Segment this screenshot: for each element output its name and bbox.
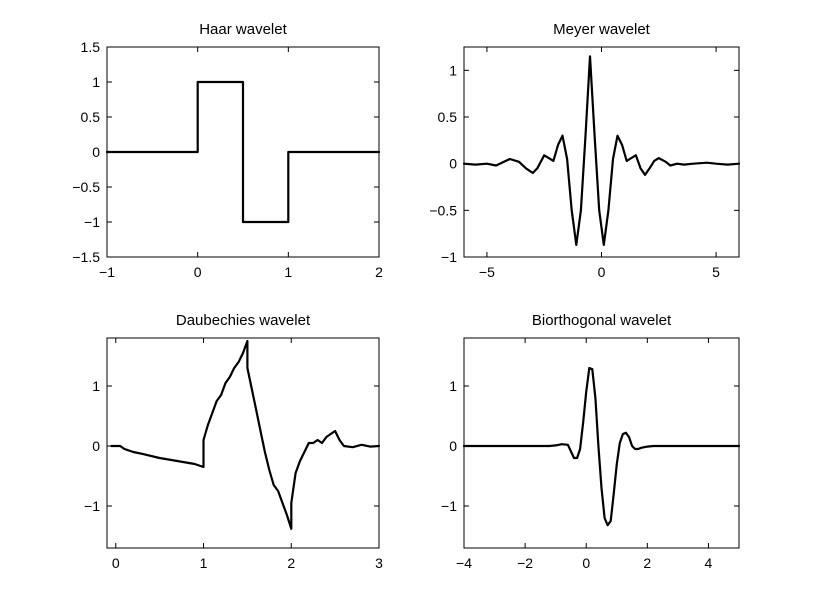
daubechies-ytick-label: 1 (92, 378, 100, 394)
meyer-title: Meyer wavelet (553, 21, 651, 38)
biorthogonal-axes-box (463, 337, 740, 549)
haar-ytick-label: −1 (84, 214, 100, 230)
biorthogonal-xtick-label: 4 (705, 555, 713, 571)
haar-panel: Haar wavelet−1 0 1 21.510.50−0.5−1−1.5 (72, 21, 383, 280)
haar-ytick-label: −1.5 (72, 249, 100, 265)
meyer-ytick-label: 0.5 (438, 109, 458, 125)
haar-xtick-label: −1 (99, 264, 115, 280)
haar-xtick-label: 1 (284, 264, 292, 280)
haar-xtick-label: 0 (194, 264, 202, 280)
daubechies-title: Daubechies wavelet (176, 312, 311, 329)
daubechies-xtick-label: 2 (287, 555, 295, 571)
daubechies-axes-box (106, 337, 380, 549)
haar-ytick-label: 1.5 (81, 39, 101, 55)
biorthogonal-xtick-label: 0 (582, 555, 590, 571)
meyer-wavelet-line (462, 55, 741, 246)
daubechies-wavelet-line (110, 339, 381, 530)
haar-xtick-label: 2 (375, 264, 383, 280)
biorthogonal-ytick-label: −1 (441, 498, 457, 514)
haar-ytick-label: 0.5 (81, 109, 101, 125)
daubechies-xtick-label: 3 (375, 555, 383, 571)
daubechies-panel: Daubechies wavelet 0 1 2 3 1 0 −1 (84, 312, 383, 571)
daubechies-xtick-label: 1 (200, 555, 208, 571)
biorthogonal-xtick-label: −4 (456, 555, 472, 571)
meyer-ytick-label: 0 (449, 156, 457, 172)
biorthogonal-xtick-label: −2 (517, 555, 533, 571)
haar-ytick-label: −0.5 (72, 179, 100, 195)
meyer-ytick-label: −1 (441, 249, 457, 265)
biorthogonal-wavelet-line (462, 366, 741, 527)
daubechies-xtick-label: 0 (112, 555, 120, 571)
meyer-xtick-label: −5 (479, 264, 495, 280)
haar-wavelet-line (105, 80, 381, 224)
haar-ytick-label: 1 (92, 74, 100, 90)
daubechies-ytick-label: −1 (84, 498, 100, 514)
biorthogonal-ytick-label: 1 (449, 378, 457, 394)
biorthogonal-ytick-label: 0 (449, 438, 457, 454)
meyer-panel: Meyer wavelet −5 0 5 1 0.5 0 −0.5 −1 (429, 21, 741, 280)
meyer-ytick-label: 1 (449, 62, 457, 78)
haar-title: Haar wavelet (199, 21, 287, 38)
meyer-xtick-label: 0 (598, 264, 606, 280)
meyer-xtick-label: 5 (712, 264, 720, 280)
daubechies-ytick-label: 0 (92, 438, 100, 454)
haar-ytick-label: 0 (92, 144, 100, 160)
biorthogonal-xtick-label: 2 (643, 555, 651, 571)
meyer-ytick-label: −0.5 (429, 202, 457, 218)
biorthogonal-title: Biorthogonal wavelet (532, 312, 672, 329)
biorthogonal-panel: Biorthogonal wavelet −4 −2 0 2 4 1 0 −1 (441, 312, 741, 571)
